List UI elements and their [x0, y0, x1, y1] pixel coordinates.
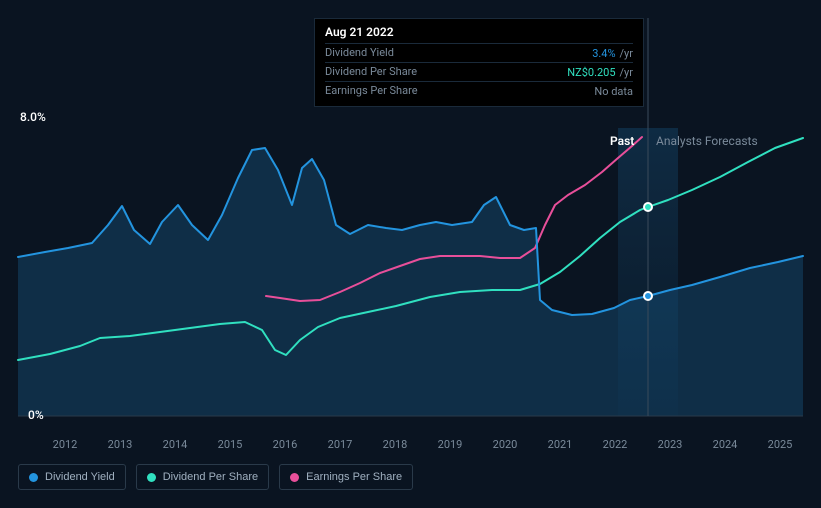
legend-item-label: Dividend Yield [45, 471, 115, 483]
tooltip-row-value: 3.4% [592, 47, 615, 60]
tooltip-row-label: Dividend Per Share [325, 65, 417, 79]
x-axis-year-label: 2019 [438, 438, 463, 451]
tooltip-row-label: Dividend Yield [325, 46, 394, 60]
legend-dot-icon [290, 473, 299, 482]
x-axis-year-label: 2021 [548, 438, 573, 451]
legend-item-label: Earnings Per Share [306, 471, 402, 483]
y-axis-max-label: 8.0% [20, 110, 46, 124]
x-axis-year-label: 2024 [713, 438, 738, 451]
x-axis-year-label: 2012 [53, 438, 78, 451]
tooltip-row-value: No data [594, 85, 633, 98]
chart-tooltip: Aug 21 2022 Dividend Yield3.4%/yrDividen… [314, 18, 644, 107]
tooltip-row: Dividend Per Share NZ$0.205/yr [325, 62, 633, 81]
dividend-chart: 8.0% 0% 2012 2013 2014 2015 2016 2017 2018 2019… [0, 0, 821, 508]
y-axis-min-label: 0% [28, 408, 44, 422]
legend-item-dividend-yield[interactable]: Dividend Yield [18, 464, 126, 490]
tooltip-row-value-wrap: 3.4% /yr [592, 46, 633, 60]
legend-item-dividend-per-share[interactable]: Dividend Per Share [136, 464, 269, 490]
tooltip-date: Aug 21 2022 [325, 25, 633, 43]
x-axis-year-label: 2014 [163, 438, 188, 451]
x-axis-year-label: 2023 [658, 438, 683, 451]
chart-legend: Dividend Yield Dividend Per Share Earnings… [18, 464, 413, 490]
legend-dot-icon [29, 473, 38, 482]
tooltip-row-value-wrap: NZ$0.205/yr [567, 65, 633, 79]
x-axis-year-label: 2015 [218, 438, 243, 451]
x-axis-year-label: 2017 [328, 438, 353, 451]
region-label-forecasts: Analysts Forecasts [656, 134, 758, 148]
legend-dot-icon [147, 473, 156, 482]
tooltip-row-label: Earnings Per Share [325, 84, 418, 98]
x-axis-year-label: 2025 [768, 438, 793, 451]
region-label-past: Past [610, 134, 634, 148]
tooltip-row-unit: /yr [620, 47, 633, 60]
tooltip-row: Dividend Yield 3.4% /yr [325, 43, 633, 62]
legend-item-earnings-per-share[interactable]: Earnings Per Share [279, 464, 413, 490]
tooltip-row: Earnings Per Share No data [325, 81, 633, 100]
tooltip-row-value: NZ$0.205 [567, 66, 615, 79]
x-axis-year-label: 2018 [383, 438, 408, 451]
x-axis-year-label: 2016 [273, 438, 298, 451]
tooltip-row-value-wrap: No data [594, 84, 633, 98]
legend-item-label: Dividend Per Share [163, 471, 258, 483]
x-axis-year-label: 2013 [108, 438, 133, 451]
x-axis-year-label: 2022 [603, 438, 628, 451]
x-axis-year-label: 2020 [493, 438, 518, 451]
tooltip-row-unit: /yr [620, 66, 633, 79]
